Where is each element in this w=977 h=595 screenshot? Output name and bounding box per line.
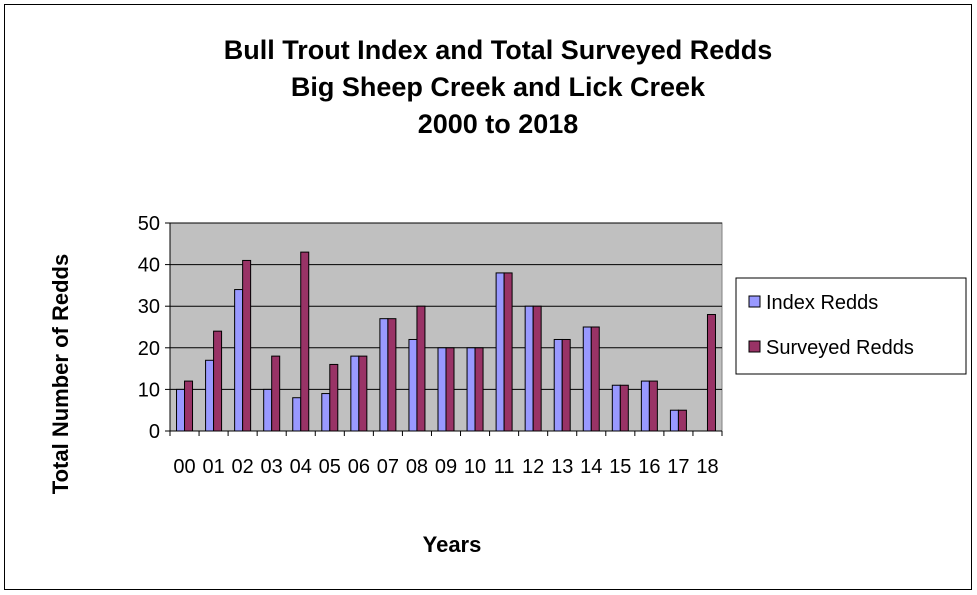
bar-surveyed-redds-08 — [416, 305, 426, 432]
bar-index-redds-00 — [176, 388, 186, 432]
bar-surveyed-redds-01 — [213, 330, 223, 432]
axes — [169, 223, 723, 436]
bar-surveyed-redds-15 — [619, 384, 629, 432]
x-tick-label: 10 — [464, 456, 486, 478]
x-tick-label: 03 — [261, 456, 283, 478]
bar-index-redds-03 — [263, 388, 273, 432]
bar-surveyed-redds-00 — [184, 380, 194, 432]
bar-surveyed-redds-17 — [677, 409, 687, 432]
bar-surveyed-redds-02 — [242, 259, 252, 432]
bar-surveyed-redds-12 — [532, 305, 542, 432]
bar-index-redds-10 — [466, 347, 476, 432]
bar-index-redds-15 — [611, 384, 621, 432]
y-tick-label: 0 — [149, 421, 160, 443]
y-tick-label: 20 — [138, 338, 160, 360]
x-tick-label: 13 — [551, 456, 573, 478]
x-tick-label: 17 — [667, 456, 689, 478]
x-tick-label: 02 — [232, 456, 254, 478]
chart-title: Bull Trout Index and Total Surveyed Redd… — [224, 35, 773, 139]
x-tick-label: 00 — [173, 456, 195, 478]
x-tick-label: 04 — [290, 456, 312, 478]
x-tick-label: 16 — [638, 456, 660, 478]
y-tick-label: 10 — [138, 379, 160, 401]
x-tick-label: 09 — [435, 456, 457, 478]
bar-index-redds-16 — [640, 380, 650, 432]
bar-surveyed-redds-13 — [561, 338, 571, 432]
bar-surveyed-redds-07 — [387, 318, 397, 432]
bar-surveyed-redds-10 — [474, 347, 484, 432]
chart-title-line-1: Bull Trout Index and Total Surveyed Redd… — [224, 35, 773, 65]
bar-index-redds-17 — [669, 409, 679, 432]
bar-index-redds-13 — [553, 338, 563, 432]
x-tick-label: 12 — [522, 456, 544, 478]
x-tick-labels: 00 01 02 03 04 05 06 07 08 09 10 11 12 13 14 15 16 17 18 — [173, 456, 718, 478]
legend: Index Redds Surveyed Redds — [735, 277, 967, 375]
bar-surveyed-redds-06 — [358, 355, 368, 432]
x-tick-label: 07 — [377, 456, 399, 478]
bar-index-redds-01 — [205, 359, 215, 432]
bar-surveyed-redds-03 — [271, 355, 281, 432]
x-tick-label: 15 — [609, 456, 631, 478]
bar-surveyed-redds-16 — [648, 380, 658, 432]
y-axis-title: Total Number of Redds — [48, 254, 73, 494]
bar-index-redds-04 — [292, 397, 302, 432]
bar-index-redds-09 — [437, 347, 447, 432]
bar-surveyed-redds-05 — [329, 363, 339, 432]
bar-index-redds-05 — [321, 393, 331, 432]
y-tick-label: 40 — [138, 255, 160, 277]
legend-label-surveyed-redds: Surveyed Redds — [766, 337, 914, 359]
legend-label-index-redds: Index Redds — [766, 292, 878, 314]
bar-surveyed-redds-11 — [503, 272, 513, 432]
bar-surveyed-redds-14 — [590, 326, 600, 432]
bar-surveyed-redds-09 — [445, 347, 455, 432]
x-tick-label: 01 — [202, 456, 224, 478]
bar-index-redds-02 — [234, 289, 244, 432]
bar-surveyed-redds-18 — [706, 314, 716, 432]
bar-index-redds-07 — [379, 318, 389, 432]
legend-swatch-index-redds — [748, 295, 761, 308]
bar-surveyed-redds-04 — [300, 251, 310, 432]
x-tick-label: 18 — [696, 456, 718, 478]
bar-index-redds-14 — [582, 326, 592, 432]
x-tick-label: 06 — [348, 456, 370, 478]
legend-box — [735, 277, 967, 375]
x-tick-label: 11 — [494, 456, 515, 478]
y-tick-label: 50 — [138, 213, 160, 235]
bar-index-redds-06 — [350, 355, 360, 432]
x-tick-label: 14 — [580, 456, 602, 478]
x-tick-label: 05 — [319, 456, 341, 478]
x-tick-label: 08 — [406, 456, 428, 478]
bar-index-redds-12 — [524, 305, 534, 432]
bar-index-redds-08 — [408, 338, 418, 432]
legend-swatch-surveyed-redds — [748, 340, 761, 353]
y-tick-labels: 0 10 20 30 40 50 — [138, 213, 160, 443]
bar-index-redds-11 — [495, 272, 505, 432]
chart-title-line-2: Big Sheep Creek and Lick Creek — [291, 72, 706, 102]
y-tick-label: 30 — [138, 296, 160, 318]
chart-title-line-3: 2000 to 2018 — [418, 109, 579, 139]
x-axis-title: Years — [423, 532, 482, 557]
